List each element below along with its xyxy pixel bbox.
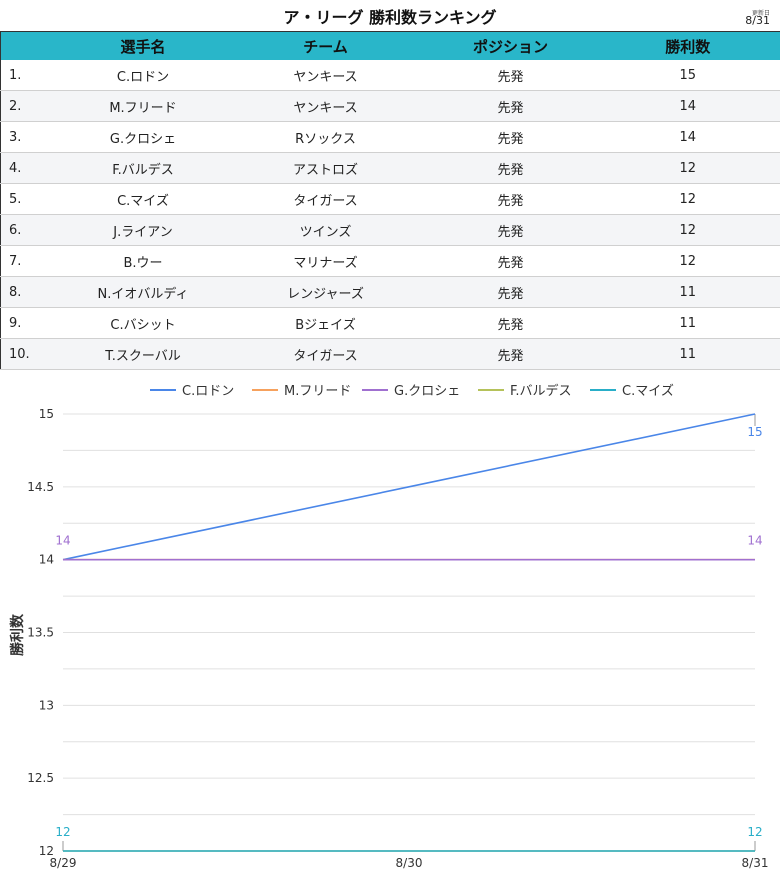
player-cell: C.バシット <box>60 307 226 339</box>
table-row: 6. J.ライアン ツインズ 先発 12 <box>0 214 780 246</box>
player-cell: B.ウー <box>60 245 226 277</box>
position-cell: 先発 <box>425 60 596 91</box>
rank-cell: 2. <box>0 90 61 122</box>
wins-cell: 14 <box>595 121 780 153</box>
position-cell: 先発 <box>425 121 596 153</box>
rank-cell: 10. <box>0 338 61 370</box>
team-cell: ツインズ <box>225 214 426 246</box>
team-cell: アストロズ <box>225 152 426 184</box>
rank-cell: 6. <box>0 214 61 246</box>
y-tick-label: 15 <box>39 407 54 421</box>
data-label: 14 <box>55 534 70 548</box>
line-chart: C.ロドン M.フリード G.クロシェ F.バルデス C.マイズ 12 12.5 13 13.… <box>9 383 769 870</box>
position-cell: 先発 <box>425 214 596 246</box>
table-row: 8. N.イオバルディ レンジャーズ 先発 11 <box>0 276 780 308</box>
legend-label: C.ロドン <box>182 384 234 399</box>
position-cell: 先発 <box>425 152 596 184</box>
column-header-team: チーム <box>225 31 426 60</box>
data-label: 12 <box>747 825 762 839</box>
player-cell: F.バルデス <box>60 152 226 184</box>
player-cell: T.スクーバル <box>60 338 226 370</box>
player-cell: C.マイズ <box>60 183 226 215</box>
wins-cell: 11 <box>595 338 780 370</box>
table-header-row: 選手名 チーム ポジション 勝利数 <box>0 31 780 60</box>
wins-cell: 11 <box>595 276 780 308</box>
team-cell: ヤンキース <box>225 60 426 91</box>
wins-cell: 12 <box>595 152 780 184</box>
wins-cell: 12 <box>595 183 780 215</box>
table-row: 2. M.フリード ヤンキース 先発 14 <box>0 90 780 122</box>
player-cell: J.ライアン <box>60 214 226 246</box>
legend-label: G.クロシェ <box>394 384 460 399</box>
legend-label: C.マイズ <box>622 383 674 399</box>
table-row: 10. T.スクーバル タイガース 先発 11 <box>0 338 780 370</box>
chart-grid <box>62 413 756 852</box>
x-axis-ticks: 8/29 8/30 8/31 <box>50 856 769 870</box>
y-axis-ticks: 12 12.5 13 13.5 14 14.5 15 <box>27 407 54 858</box>
update-date: 8/31 <box>745 14 770 27</box>
y-tick-label: 13.5 <box>27 626 54 640</box>
y-tick-label: 14.5 <box>27 480 54 494</box>
y-tick-label: 14 <box>39 553 54 567</box>
wins-cell: 14 <box>595 90 780 122</box>
x-tick-label: 8/29 <box>50 856 77 870</box>
wins-cell: 12 <box>595 245 780 277</box>
y-tick-label: 12.5 <box>27 771 54 785</box>
position-cell: 先発 <box>425 276 596 308</box>
player-cell: N.イオバルディ <box>60 276 226 308</box>
series-line <box>62 413 756 561</box>
rank-cell: 8. <box>0 276 61 308</box>
column-header-position: ポジション <box>425 31 596 60</box>
team-cell: ヤンキース <box>225 90 426 122</box>
rank-cell: 9. <box>0 307 61 339</box>
table-row: 9. C.バシット Bジェイズ 先発 11 <box>0 307 780 339</box>
table-row: 3. G.クロシェ Rソックス 先発 14 <box>0 121 780 153</box>
table-row: 5. C.マイズ タイガース 先発 12 <box>0 183 780 215</box>
update-caption: 更新日 <box>751 10 770 17</box>
table-row: 1. C.ロドン ヤンキース 先発 15 <box>0 60 780 91</box>
x-tick-label: 8/30 <box>396 856 423 870</box>
column-header-rank <box>0 31 61 60</box>
player-cell: C.ロドン <box>60 60 226 91</box>
player-cell: M.フリード <box>60 90 226 122</box>
data-labels: 15 14 14 12 12 <box>55 425 762 839</box>
team-cell: レンジャーズ <box>225 276 426 308</box>
wins-cell: 15 <box>595 60 780 91</box>
legend-label: M.フリード <box>284 384 351 399</box>
chart-legend: C.ロドン M.フリード G.クロシェ F.バルデス C.マイズ <box>150 383 674 399</box>
ranking-table: 選手名 チーム ポジション 勝利数 1. C.ロドン ヤンキース 先発 15 2… <box>0 31 780 370</box>
rank-cell: 4. <box>0 152 61 184</box>
rank-cell: 7. <box>0 245 61 277</box>
legend-label: F.バルデス <box>510 383 572 399</box>
chart-series <box>62 413 756 852</box>
column-header-wins: 勝利数 <box>595 31 780 60</box>
rank-cell: 1. <box>0 60 61 91</box>
wins-cell: 12 <box>595 214 780 246</box>
data-label: 12 <box>55 825 70 839</box>
position-cell: 先発 <box>425 338 596 370</box>
position-cell: 先発 <box>425 245 596 277</box>
position-cell: 先発 <box>425 90 596 122</box>
x-tick-label: 8/31 <box>742 856 769 870</box>
data-label: 14 <box>747 534 762 548</box>
chart-title: ア・リーグ 勝利数ランキング <box>283 8 497 27</box>
team-cell: タイガース <box>225 183 426 215</box>
wins-cell: 11 <box>595 307 780 339</box>
table-row: 7. B.ウー マリナーズ 先発 12 <box>0 245 780 277</box>
column-header-player: 選手名 <box>60 31 226 60</box>
team-cell: Bジェイズ <box>225 307 426 339</box>
team-cell: マリナーズ <box>225 245 426 277</box>
y-axis-label: 勝利数 <box>9 613 26 656</box>
player-cell: G.クロシェ <box>60 121 226 153</box>
position-cell: 先発 <box>425 183 596 215</box>
data-label: 15 <box>747 425 762 439</box>
y-tick-label: 12 <box>39 844 54 858</box>
team-cell: タイガース <box>225 338 426 370</box>
y-tick-label: 13 <box>39 698 54 712</box>
table-row: 4. F.バルデス アストロズ 先発 12 <box>0 152 780 184</box>
rank-cell: 5. <box>0 183 61 215</box>
rank-cell: 3. <box>0 121 61 153</box>
position-cell: 先発 <box>425 307 596 339</box>
team-cell: Rソックス <box>225 121 426 153</box>
